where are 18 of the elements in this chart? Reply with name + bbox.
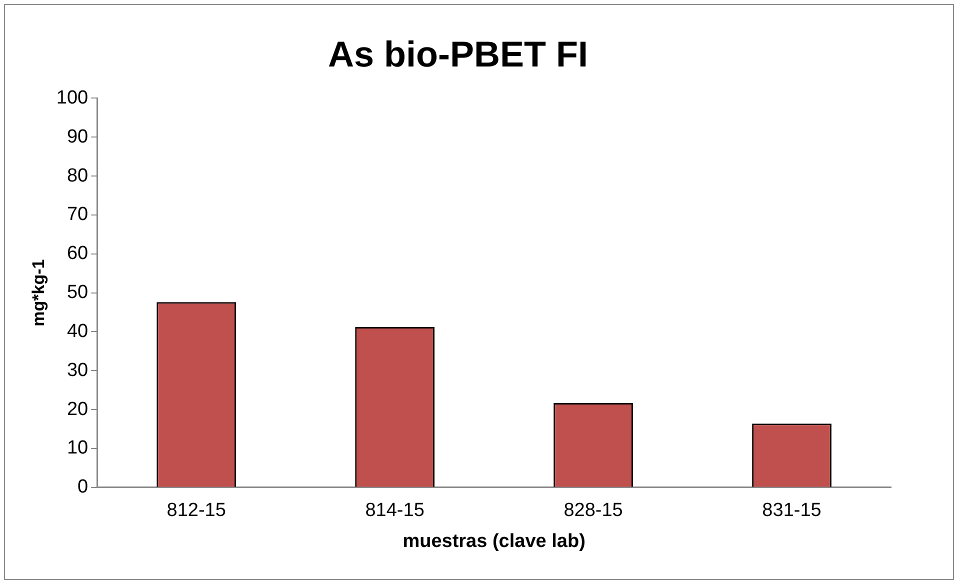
y-tick-label: 0 — [78, 476, 88, 498]
y-tick-label: 70 — [66, 204, 88, 226]
y-tick-label: 30 — [66, 360, 88, 381]
chart-title: As bio-PBET FI — [328, 34, 588, 75]
y-axis-title: mg*kg-1 — [28, 259, 48, 326]
y-tick-label: 90 — [66, 126, 88, 148]
x-tick-label: 814-15 — [365, 500, 424, 522]
x-tick-label: 831-15 — [762, 500, 822, 522]
x-axis-title: muestras (clave lab) — [402, 530, 586, 552]
x-tick-label: 812-15 — [166, 500, 226, 522]
y-tick-label: 20 — [66, 398, 88, 420]
y-tick-label: 10 — [66, 438, 88, 459]
x-tick-label: 828-15 — [564, 500, 623, 522]
y-tick-label: 80 — [66, 165, 88, 186]
y-tick-label: 60 — [66, 243, 88, 264]
y-tick-label: 40 — [66, 320, 88, 342]
y-tick-label: 100 — [56, 87, 88, 108]
y-tick-label: 50 — [66, 282, 88, 304]
